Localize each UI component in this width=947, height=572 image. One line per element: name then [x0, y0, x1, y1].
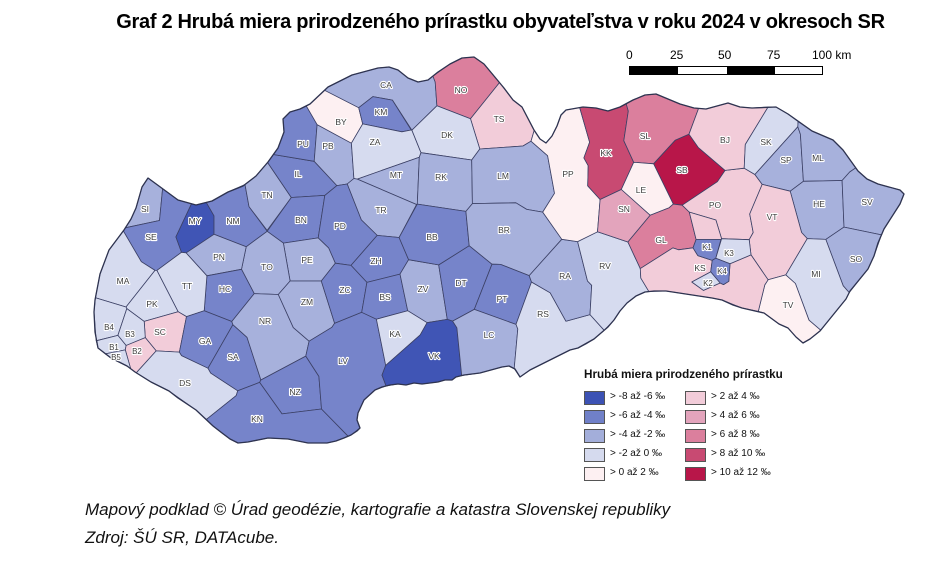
- svg-text:LE: LE: [636, 185, 647, 195]
- svg-text:KM: KM: [375, 107, 388, 117]
- svg-text:TT: TT: [182, 281, 192, 291]
- svg-text:B3: B3: [125, 330, 135, 339]
- svg-text:GL: GL: [655, 235, 667, 245]
- svg-text:NR: NR: [259, 316, 271, 326]
- svg-text:PD: PD: [334, 221, 346, 231]
- svg-text:MT: MT: [390, 170, 402, 180]
- svg-text:MI: MI: [811, 269, 820, 279]
- svg-text:SC: SC: [154, 327, 166, 337]
- svg-text:LC: LC: [484, 330, 495, 340]
- svg-text:SO: SO: [850, 254, 863, 264]
- svg-text:SP: SP: [780, 155, 792, 165]
- svg-text:PK: PK: [146, 299, 158, 309]
- svg-text:ZH: ZH: [370, 256, 381, 266]
- svg-text:SV: SV: [861, 197, 873, 207]
- svg-text:TV: TV: [783, 300, 794, 310]
- svg-text:ZA: ZA: [370, 137, 381, 147]
- svg-text:RV: RV: [599, 261, 611, 271]
- svg-text:KN: KN: [251, 414, 263, 424]
- svg-text:BN: BN: [295, 215, 307, 225]
- svg-text:SN: SN: [618, 204, 630, 214]
- svg-text:K4: K4: [717, 267, 727, 276]
- svg-text:DK: DK: [441, 130, 453, 140]
- svg-text:PO: PO: [709, 200, 722, 210]
- svg-text:LV: LV: [338, 356, 348, 366]
- svg-text:PT: PT: [497, 294, 508, 304]
- svg-text:SE: SE: [145, 232, 157, 242]
- svg-text:PB: PB: [322, 141, 334, 151]
- svg-text:TR: TR: [375, 205, 386, 215]
- svg-text:K1: K1: [702, 243, 712, 252]
- svg-text:RS: RS: [537, 309, 549, 319]
- svg-text:CA: CA: [380, 80, 392, 90]
- svg-text:SI: SI: [141, 204, 149, 214]
- svg-text:RA: RA: [559, 271, 571, 281]
- svg-text:VT: VT: [767, 212, 778, 222]
- svg-text:B4: B4: [104, 323, 114, 332]
- svg-text:B5: B5: [111, 353, 121, 362]
- svg-text:MA: MA: [117, 276, 130, 286]
- svg-text:ML: ML: [812, 153, 824, 163]
- svg-text:DT: DT: [455, 278, 466, 288]
- svg-text:KS: KS: [694, 263, 706, 273]
- svg-text:BR: BR: [498, 225, 510, 235]
- svg-text:KA: KA: [389, 329, 401, 339]
- svg-text:PP: PP: [562, 169, 574, 179]
- svg-text:DS: DS: [179, 378, 191, 388]
- svg-text:TO: TO: [261, 262, 273, 272]
- svg-text:BY: BY: [335, 117, 347, 127]
- svg-text:ZM: ZM: [301, 297, 313, 307]
- svg-text:K3: K3: [724, 249, 734, 258]
- svg-text:B1: B1: [109, 343, 119, 352]
- svg-text:K2: K2: [703, 279, 713, 288]
- svg-text:SA: SA: [227, 352, 239, 362]
- svg-text:SL: SL: [640, 131, 651, 141]
- svg-text:HE: HE: [813, 199, 825, 209]
- svg-text:IL: IL: [294, 169, 301, 179]
- svg-text:PU: PU: [297, 139, 309, 149]
- svg-text:KK: KK: [600, 148, 612, 158]
- svg-text:ZV: ZV: [418, 284, 429, 294]
- svg-text:TN: TN: [261, 190, 272, 200]
- svg-text:TS: TS: [494, 114, 505, 124]
- svg-text:NM: NM: [226, 216, 239, 226]
- svg-text:LM: LM: [497, 171, 509, 181]
- svg-text:VK: VK: [428, 351, 440, 361]
- svg-text:BJ: BJ: [720, 135, 730, 145]
- svg-text:SB: SB: [676, 165, 688, 175]
- svg-text:B2: B2: [132, 347, 142, 356]
- svg-text:PE: PE: [301, 255, 313, 265]
- svg-text:SK: SK: [760, 137, 772, 147]
- svg-text:BS: BS: [379, 292, 391, 302]
- svg-text:MY: MY: [189, 216, 202, 226]
- svg-text:RK: RK: [435, 172, 447, 182]
- svg-text:NO: NO: [455, 85, 468, 95]
- svg-text:BB: BB: [426, 232, 438, 242]
- svg-text:PN: PN: [213, 252, 225, 262]
- svg-text:HC: HC: [219, 284, 231, 294]
- svg-text:GA: GA: [199, 336, 212, 346]
- svg-text:NZ: NZ: [289, 387, 300, 397]
- svg-text:ZC: ZC: [339, 285, 350, 295]
